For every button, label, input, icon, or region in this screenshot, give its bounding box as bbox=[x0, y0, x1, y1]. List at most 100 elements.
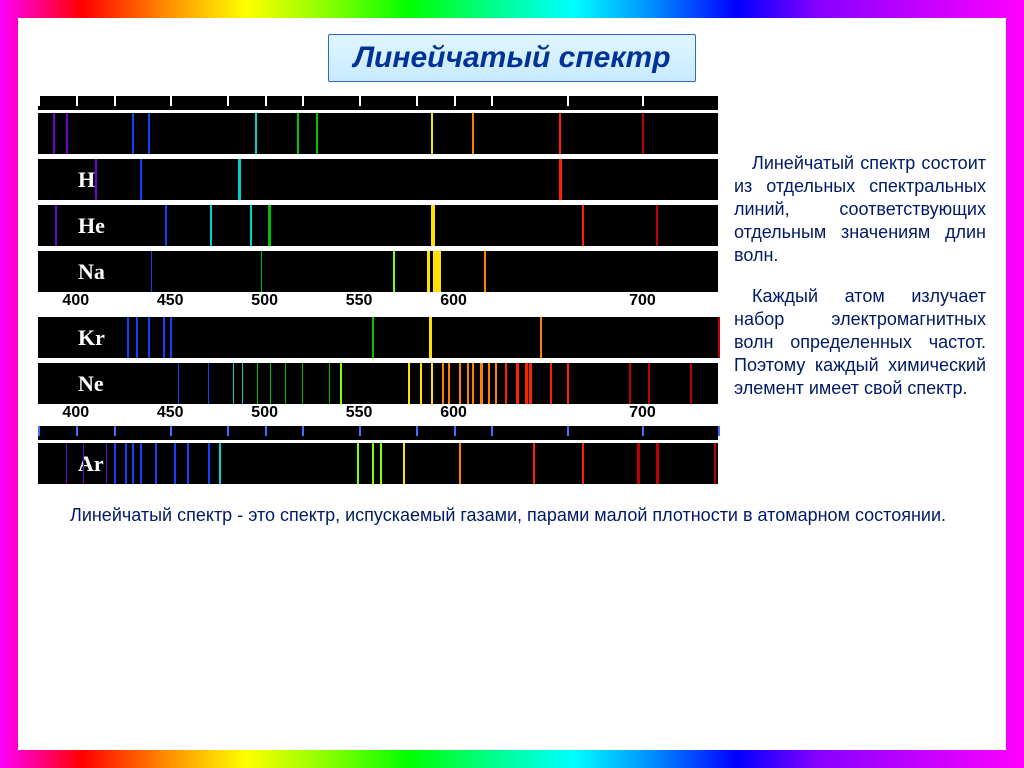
tick-mark bbox=[416, 426, 418, 436]
wavelength-label: 550 bbox=[346, 292, 373, 310]
element-symbol: Ar bbox=[78, 451, 104, 477]
spectral-line bbox=[208, 443, 210, 484]
element-symbol: Ne bbox=[78, 371, 104, 397]
spectral-line bbox=[174, 443, 176, 484]
spectral-line bbox=[238, 159, 241, 200]
spectral-line bbox=[656, 205, 658, 246]
wavelength-label: 400 bbox=[62, 404, 89, 422]
element-symbol: Na bbox=[78, 259, 105, 285]
wavelength-label-row: 400450500550600700 bbox=[38, 404, 718, 424]
spectral-line bbox=[148, 317, 150, 358]
element-symbol: Kr bbox=[78, 325, 105, 351]
tick-mark bbox=[302, 96, 304, 106]
spectral-line bbox=[257, 363, 258, 404]
tick-mark bbox=[642, 426, 644, 436]
spectral-line bbox=[261, 251, 262, 292]
tick-mark bbox=[265, 426, 267, 436]
spectral-line bbox=[505, 363, 507, 404]
spectral-line bbox=[488, 363, 490, 404]
spectral-line bbox=[690, 363, 692, 404]
rainbow-frame: Линейчатый спектр HHeNa40045050055060070… bbox=[0, 0, 1024, 768]
spectral-line bbox=[132, 443, 134, 484]
element-symbol: H bbox=[78, 167, 95, 193]
spectral-line bbox=[484, 251, 486, 292]
spectrum-bar: H bbox=[38, 156, 718, 200]
wavelength-label: 500 bbox=[251, 404, 278, 422]
tick-mark bbox=[567, 426, 569, 436]
spectral-line bbox=[459, 363, 461, 404]
spectral-line bbox=[329, 363, 330, 404]
tick-mark bbox=[359, 426, 361, 436]
spectrum-bar: Kr bbox=[38, 314, 718, 358]
spectrum-bar: He bbox=[38, 202, 718, 246]
wavelength-label: 700 bbox=[629, 404, 656, 422]
spectral-line bbox=[316, 113, 318, 154]
spectral-line bbox=[403, 443, 405, 484]
spectral-line bbox=[106, 443, 107, 484]
spectral-line bbox=[285, 363, 286, 404]
spectral-line bbox=[442, 363, 444, 404]
spectrum-Na: Na400450500550600700 bbox=[38, 248, 718, 312]
spectral-line bbox=[242, 363, 243, 404]
spectral-line bbox=[357, 443, 359, 484]
wavelength-label: 600 bbox=[440, 292, 467, 310]
spectral-line bbox=[125, 443, 127, 484]
wavelength-label: 500 bbox=[251, 292, 278, 310]
spectral-line bbox=[656, 443, 659, 484]
spectrum-bar: Ne bbox=[38, 360, 718, 404]
spectral-line bbox=[380, 443, 382, 484]
spectral-line bbox=[233, 363, 234, 404]
spectral-line bbox=[467, 363, 469, 404]
slide-content: Линейчатый спектр HHeNa40045050055060070… bbox=[18, 18, 1006, 750]
spectral-line bbox=[516, 363, 519, 404]
spectrum-H: H bbox=[38, 156, 718, 200]
spectra-column: HHeNa400450500550600700KrNe4004505005506… bbox=[38, 96, 718, 486]
spectrum-He: He bbox=[38, 202, 718, 246]
spectral-line bbox=[648, 363, 650, 404]
spectral-line bbox=[718, 317, 720, 358]
spectral-line bbox=[148, 113, 150, 154]
spectral-line bbox=[163, 317, 165, 358]
tick-mark bbox=[170, 96, 172, 106]
spectrum-Kr: Kr bbox=[38, 314, 718, 358]
spectrum-Ne: Ne400450500550600700 bbox=[38, 360, 718, 424]
spectral-line bbox=[55, 205, 57, 246]
spectrum-bar: Na bbox=[38, 248, 718, 292]
spectral-line bbox=[550, 363, 552, 404]
tick-mark bbox=[454, 426, 456, 436]
spectral-line bbox=[448, 363, 450, 404]
spectrum-Ar: Ar bbox=[38, 426, 718, 484]
tick-mark bbox=[227, 426, 229, 436]
spectral-line bbox=[95, 159, 97, 200]
tick-mark bbox=[227, 96, 229, 106]
spectral-line bbox=[372, 317, 374, 358]
spectral-line bbox=[302, 363, 303, 404]
tick-mark bbox=[642, 96, 644, 106]
spectral-line bbox=[250, 205, 252, 246]
wavelength-label: 450 bbox=[157, 404, 184, 422]
spectral-line bbox=[255, 113, 257, 154]
spectral-line bbox=[438, 251, 441, 292]
spectral-line bbox=[642, 113, 644, 154]
tick-mark bbox=[38, 96, 40, 106]
wavelength-label: 600 bbox=[440, 404, 467, 422]
tick-mark bbox=[114, 426, 116, 436]
spectral-line bbox=[420, 363, 422, 404]
tick-mark bbox=[76, 426, 78, 436]
spectrum-bar bbox=[38, 110, 718, 154]
spectral-line bbox=[582, 443, 584, 484]
tick-mark bbox=[718, 96, 720, 106]
tick-mark bbox=[76, 96, 78, 106]
spectral-line bbox=[525, 363, 528, 404]
spectral-line bbox=[472, 113, 474, 154]
tick-mark bbox=[491, 96, 493, 106]
spectrum-bar: Ar bbox=[38, 440, 718, 484]
spectral-line bbox=[495, 363, 497, 404]
wavelength-label-row: 400450500550600700 bbox=[38, 292, 718, 312]
spectral-line bbox=[219, 443, 221, 484]
spectral-line bbox=[53, 113, 55, 154]
spectral-line bbox=[714, 443, 716, 484]
text-column: Линейчатый спектр состоит из отдельных с… bbox=[734, 96, 986, 486]
spectral-line bbox=[268, 205, 271, 246]
spectral-line bbox=[170, 317, 172, 358]
